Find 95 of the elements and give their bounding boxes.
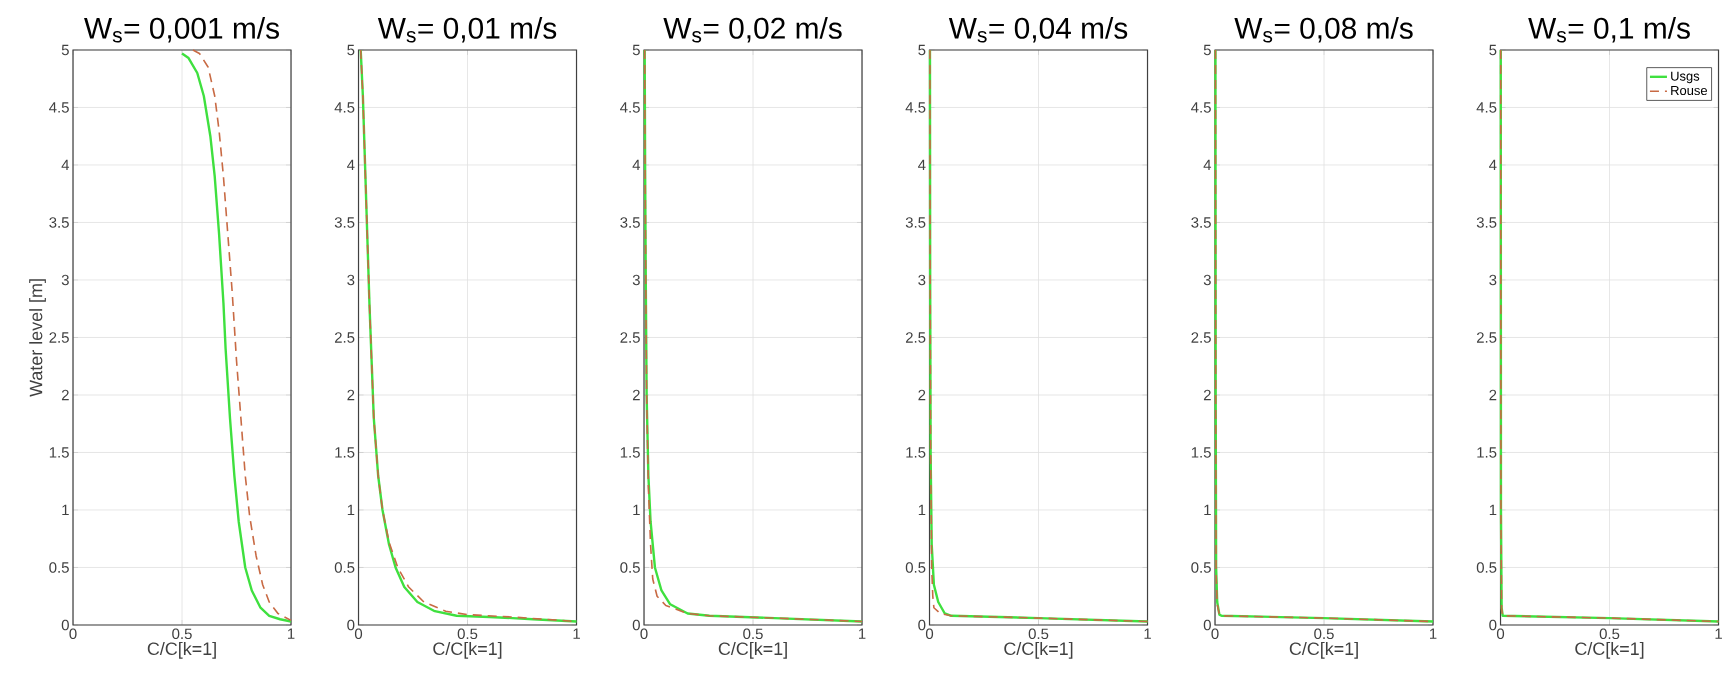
y-tick-label: 3 xyxy=(632,274,640,286)
y-tick-label: 2.5 xyxy=(1476,332,1497,343)
legend-label: Usgs xyxy=(1671,71,1700,84)
y-tick-label: 0.5 xyxy=(905,562,926,573)
x-axis-title: C/C[k=1] xyxy=(1575,641,1644,659)
y-tick-label: 1.5 xyxy=(1477,447,1497,458)
x-tick-label: 1 xyxy=(573,628,580,639)
chart-title: W$_{s}$= 0,04 m/s xyxy=(948,16,1128,43)
x-axis-title: C/C[k=1] xyxy=(1289,641,1358,659)
y-tick-label: 2.5 xyxy=(49,332,69,343)
x-tick-label: 1 xyxy=(1144,628,1151,639)
chart-title: W$_{s}$= 0,01 m/s xyxy=(377,16,557,43)
y-tick-label: 3 xyxy=(1489,274,1497,286)
y-tick-label: 2.5 xyxy=(1191,332,1211,343)
y-tick-label: 1 xyxy=(918,504,926,516)
y-tick-label: 2 xyxy=(1489,389,1497,401)
y-tick-label: 3.5 xyxy=(334,217,355,228)
y-tick-label: 0.5 xyxy=(1476,562,1497,573)
y-tick-label: 3 xyxy=(347,274,355,286)
chart-title: W$_{s}$= 0,1 m/s xyxy=(1528,16,1690,43)
x-tick-label: 0.5 xyxy=(1314,628,1334,640)
y-tick-label: 4.5 xyxy=(334,102,355,113)
y-tick-label: 1.5 xyxy=(1191,447,1211,458)
y-tick-label: 1 xyxy=(1489,504,1497,516)
y-tick-label: 0.5 xyxy=(1191,562,1211,573)
y-tick-label: 1 xyxy=(1204,504,1211,516)
y-tick-label: 2.5 xyxy=(334,332,355,343)
y-tick-label: 2 xyxy=(61,389,69,401)
y-tick-label: 5 xyxy=(61,44,69,56)
y-tick-label: 3.5 xyxy=(1476,217,1497,228)
y-tick-label: 2 xyxy=(1203,389,1211,401)
y-tick-label: 1 xyxy=(347,504,355,516)
y-tick-label: 1.5 xyxy=(335,447,355,458)
y-tick-label: 2.5 xyxy=(620,332,640,343)
legend-label: Rouse xyxy=(1671,86,1708,96)
y-tick-label: 1.5 xyxy=(906,447,926,458)
chart-title: W$_{s}$= 0,001 m/s xyxy=(84,16,279,43)
y-tick-label: 0 xyxy=(347,619,355,631)
y-tick-label: 5 xyxy=(632,44,640,56)
y-tick-label: 1.5 xyxy=(49,447,69,458)
y-tick-label: 2.5 xyxy=(905,332,926,343)
y-tick-label: 0.5 xyxy=(620,562,640,573)
y-tick-label: 1 xyxy=(633,504,640,516)
line-series xyxy=(643,48,864,623)
y-tick-label: 0 xyxy=(1203,619,1211,631)
line-series xyxy=(1499,48,1720,623)
y-tick-label: 4 xyxy=(61,159,70,171)
y-tick-label: 2 xyxy=(918,389,926,401)
y-tick-label: 4.5 xyxy=(905,102,926,113)
y-tick-label: 0 xyxy=(61,619,69,631)
x-axis-title: C/C[k=1] xyxy=(1004,641,1073,659)
y-tick-label: 0 xyxy=(632,619,640,631)
y-tick-label: 0.5 xyxy=(49,562,69,573)
chart-title: W$_{s}$= 0,02 m/s xyxy=(663,16,842,43)
x-tick-label: 1 xyxy=(859,628,866,639)
y-tick-label: 5 xyxy=(1203,44,1211,56)
x-tick-label: 0.5 xyxy=(1028,628,1049,640)
x-tick-label: 0.5 xyxy=(1599,628,1620,640)
y-tick-label: 4.5 xyxy=(1191,102,1211,113)
y-tick-label: 1 xyxy=(62,504,69,516)
x-tick-label: 0.5 xyxy=(172,628,192,640)
y-tick-label: 2 xyxy=(632,389,640,401)
x-tick-label: 1 xyxy=(288,628,295,639)
y-tick-label: 4 xyxy=(347,159,355,171)
y-tick-label: 2 xyxy=(347,389,355,401)
y-tick-label: 4.5 xyxy=(1476,102,1497,113)
y-tick-label: 3.5 xyxy=(620,217,640,228)
x-axis-title: C/C[k=1] xyxy=(718,641,787,659)
x-tick-label: 1 xyxy=(1715,628,1722,639)
x-tick-label: 1 xyxy=(1430,628,1437,639)
y-tick-label: 3 xyxy=(918,274,926,286)
chart-title: W$_{s}$= 0,08 m/s xyxy=(1234,16,1413,43)
y-axis-title: Water level [m] xyxy=(29,279,46,397)
y-tick-label: 3.5 xyxy=(905,217,926,228)
y-tick-label: 5 xyxy=(1489,44,1497,56)
y-tick-label: 3 xyxy=(61,274,69,286)
x-axis-title: C/C[k=1] xyxy=(147,641,216,659)
x-tick-label: 0.5 xyxy=(743,628,763,640)
y-tick-label: 0 xyxy=(918,619,926,631)
y-tick-label: 5 xyxy=(347,44,355,56)
y-tick-label: 0.5 xyxy=(334,562,355,573)
x-tick-label: 0.5 xyxy=(457,628,478,640)
x-axis-title: C/C[k=1] xyxy=(433,641,502,659)
y-tick-label: 4.5 xyxy=(620,102,640,113)
y-tick-label: 3.5 xyxy=(49,217,69,228)
y-tick-label: 4 xyxy=(1203,159,1212,171)
y-tick-label: 5 xyxy=(918,44,926,56)
y-tick-label: 4 xyxy=(1489,159,1497,171)
y-tick-label: 3.5 xyxy=(1191,217,1211,228)
y-tick-label: 4 xyxy=(632,159,641,171)
y-tick-label: 3 xyxy=(1203,274,1211,286)
y-tick-label: 4.5 xyxy=(49,102,69,113)
y-tick-label: 0 xyxy=(1489,619,1497,631)
y-tick-label: 4 xyxy=(918,159,926,171)
y-tick-label: 1.5 xyxy=(620,447,640,458)
